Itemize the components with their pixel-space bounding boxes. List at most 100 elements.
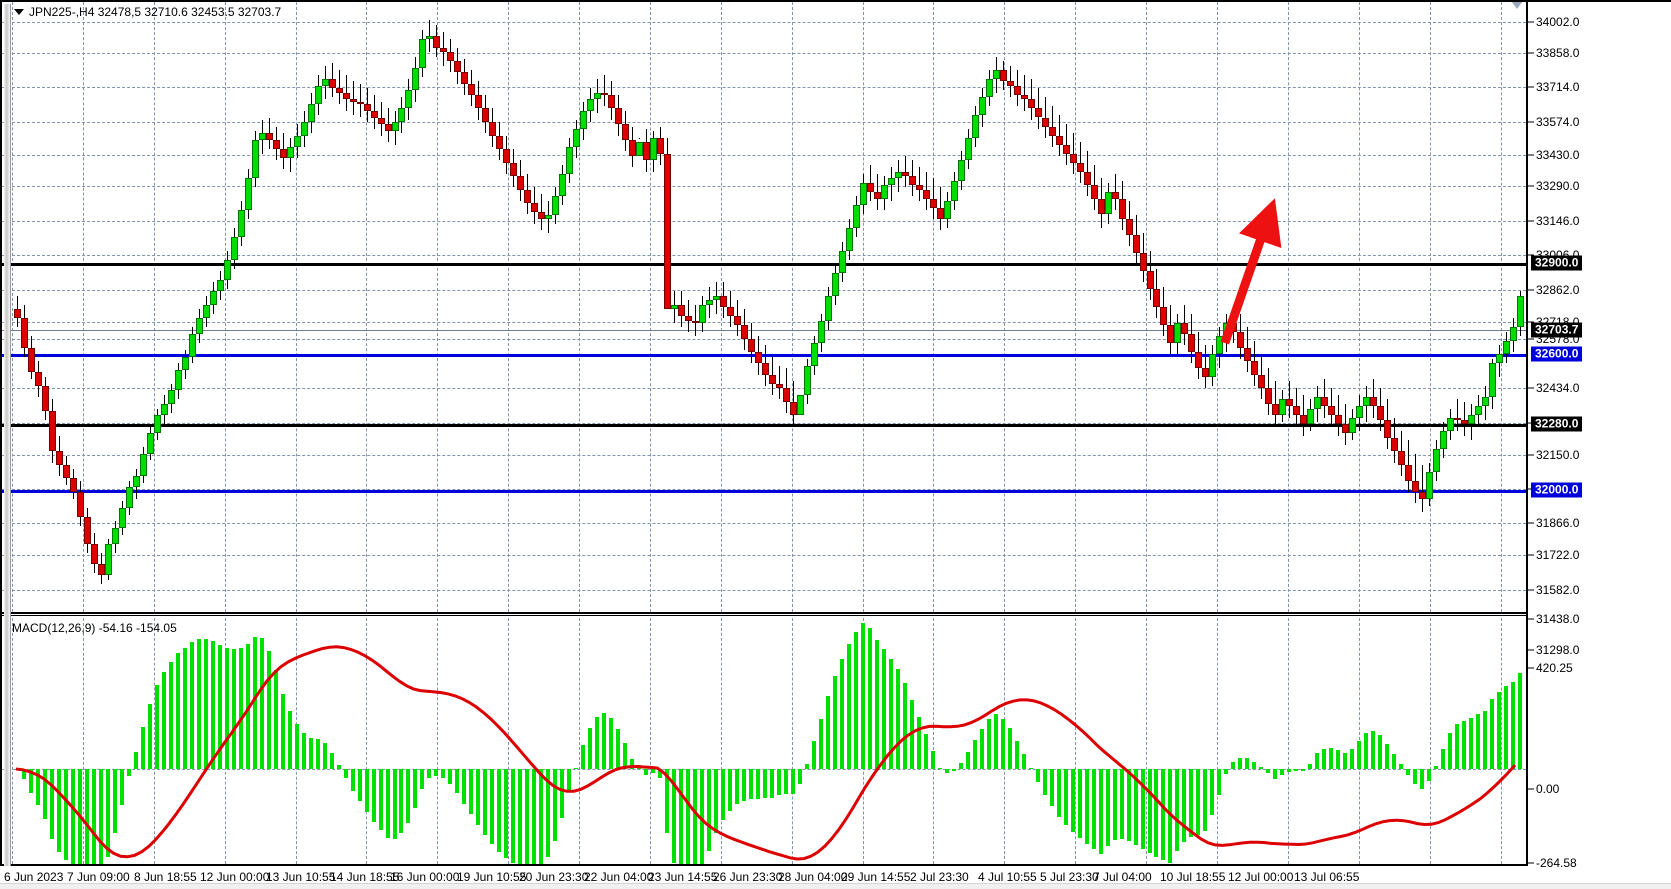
pane-separator[interactable] xyxy=(2,612,1526,616)
price-level-badge[interactable]: 32703.7 xyxy=(1531,322,1583,338)
candle-body-bearish xyxy=(622,124,630,141)
symbol-header[interactable]: JPN225-,H4 32478,5 32710.6 32453.5 32703… xyxy=(14,5,281,19)
macd-histogram-bar xyxy=(469,768,474,815)
candle-body-bearish xyxy=(279,149,287,159)
candle-body-bullish xyxy=(1349,417,1357,434)
candle xyxy=(971,2,980,612)
candle-body-bearish xyxy=(643,142,651,161)
macd-histogram-bar xyxy=(1329,748,1334,769)
macd-histogram-bar xyxy=(616,728,621,769)
grid-line-h xyxy=(2,555,1526,556)
candle xyxy=(83,2,92,612)
candle xyxy=(1160,2,1168,612)
candle xyxy=(1111,2,1120,612)
axis-tick-mark xyxy=(1528,86,1534,88)
candle xyxy=(1118,2,1127,612)
candle-body-bullish xyxy=(566,146,574,174)
candle-wick xyxy=(1275,381,1277,427)
candle xyxy=(1454,2,1462,612)
candle-body-bullish xyxy=(195,318,203,335)
candle-body-bullish xyxy=(943,200,951,220)
macd-histogram-bar xyxy=(686,768,691,864)
candle xyxy=(517,2,525,612)
grid-line-v xyxy=(83,618,84,864)
macd-histogram-bar xyxy=(497,768,502,852)
candle xyxy=(552,2,560,612)
level-line-32280[interactable] xyxy=(2,424,1526,427)
candle-body-bullish xyxy=(1223,322,1231,337)
macd-histogram-bar xyxy=(1126,768,1131,842)
candle xyxy=(734,2,742,612)
macd-histogram-bar xyxy=(301,733,306,769)
candle xyxy=(936,2,945,612)
macd-histogram-bar xyxy=(874,639,879,769)
axis-tick-mark xyxy=(1528,21,1534,23)
macd-histogram-bar xyxy=(1434,765,1439,769)
candle-body-bullish xyxy=(1496,354,1504,364)
level-line-32600[interactable] xyxy=(2,354,1526,357)
candle-body-bearish xyxy=(27,347,35,373)
macd-histogram-bar xyxy=(1217,768,1222,795)
chart-frame[interactable]: JPN225-,H4 32478,5 32710.6 32453.5 32703… xyxy=(0,0,1528,866)
level-line-32703.7[interactable] xyxy=(2,330,1526,331)
candle-body-bullish xyxy=(167,390,175,404)
macd-histogram-bar xyxy=(427,768,432,778)
grid-line-v xyxy=(154,618,155,864)
macd-signal-line xyxy=(15,645,1517,861)
axis-tick-mark xyxy=(1528,667,1534,669)
macd-histogram-bar xyxy=(1098,768,1103,855)
macd-histogram-bar xyxy=(756,768,761,799)
level-line-32900[interactable] xyxy=(2,263,1526,266)
price-level-badge[interactable]: 32600.0 xyxy=(1531,346,1583,362)
triangle-down-icon[interactable] xyxy=(14,9,24,15)
macd-histogram-bar xyxy=(329,752,334,769)
macd-histogram-bar xyxy=(399,768,404,834)
candle xyxy=(1272,2,1280,612)
macd-histogram-bar xyxy=(357,768,362,802)
candle-body-bearish xyxy=(48,410,56,452)
grid-line-h xyxy=(2,388,1526,389)
left-scroll-strip[interactable] xyxy=(4,4,11,866)
macd-histogram-bar xyxy=(476,768,481,825)
candle-wick xyxy=(904,155,906,188)
time-tick-label: 28 Jun 04:00 xyxy=(778,870,848,884)
symbol-header-text: JPN225-,H4 32478,5 32710.6 32453.5 32703… xyxy=(29,5,282,19)
candle-body-bearish xyxy=(1006,81,1014,86)
axis-tick-mark xyxy=(1528,154,1534,156)
price-level-badge[interactable]: 32900.0 xyxy=(1531,255,1583,271)
candle xyxy=(328,2,337,612)
price-axis[interactable]: 34002.0 33858.0 33714.0 33574.0 33430.0 33290… xyxy=(1528,0,1671,869)
macd-histogram-bar xyxy=(1441,748,1446,769)
candle-body-bullish xyxy=(880,185,888,199)
candle xyxy=(838,2,847,612)
macd-histogram-bar xyxy=(63,768,68,860)
price-pane[interactable]: JPN225-,H4 32478,5 32710.6 32453.5 32703… xyxy=(2,2,1526,612)
candle-body-bullish xyxy=(398,108,406,122)
macd-histogram-bar xyxy=(742,768,747,801)
price-level-badge[interactable]: 32280.0 xyxy=(1531,416,1583,432)
scroll-nub-icon[interactable] xyxy=(1510,0,1524,10)
candle-body-bearish xyxy=(936,207,944,219)
macd-pane[interactable]: MACD(12,26,9) -54.16 -154.05 xyxy=(2,618,1526,864)
macd-histogram-bar xyxy=(867,627,872,769)
candle xyxy=(489,2,497,612)
candle-body-bearish xyxy=(461,72,469,84)
macd-histogram-bar xyxy=(441,768,446,779)
candle xyxy=(356,2,365,612)
price-tick-label: 31298.0 xyxy=(1536,643,1580,657)
axis-tick-mark xyxy=(1528,862,1534,864)
candle xyxy=(664,2,672,612)
macd-histogram-bar xyxy=(406,768,411,823)
candle xyxy=(349,2,358,612)
level-line-32000[interactable] xyxy=(2,490,1526,493)
grid-line-h xyxy=(2,322,1526,323)
candle-body-bearish xyxy=(377,117,385,125)
candle xyxy=(713,2,721,612)
macd-histogram-bar xyxy=(567,768,572,793)
candle-body-bullish xyxy=(824,295,832,321)
candle xyxy=(41,2,50,612)
price-level-badge[interactable]: 32000.0 xyxy=(1531,482,1583,498)
macd-histogram-bar xyxy=(49,768,54,840)
candle-body-bullish xyxy=(1216,336,1224,355)
candle xyxy=(1188,2,1196,612)
